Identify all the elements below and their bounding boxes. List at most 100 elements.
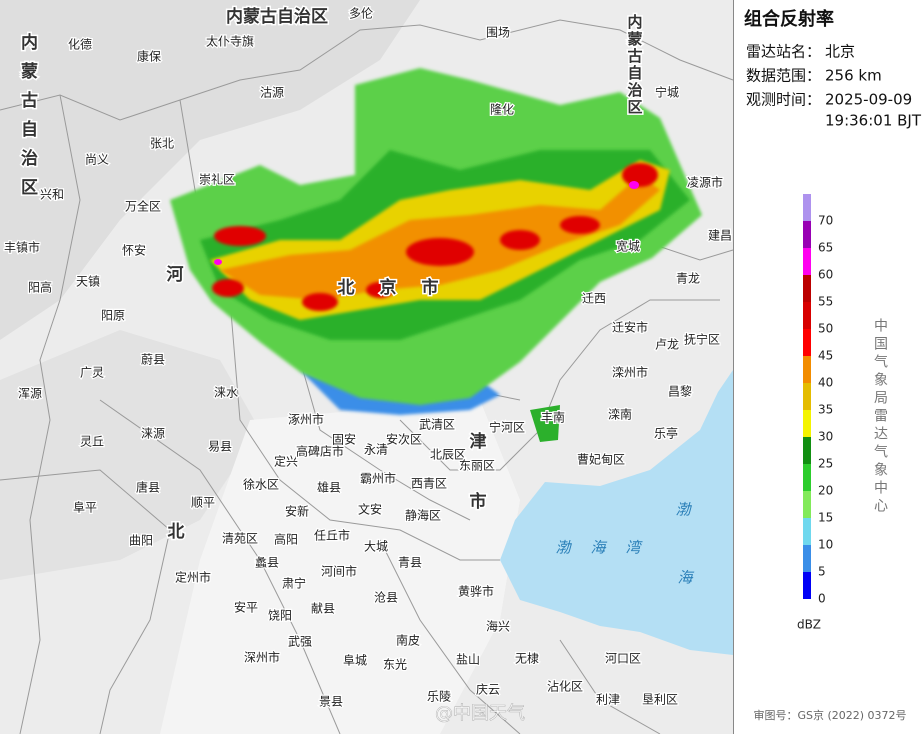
place-label: 康保	[137, 49, 161, 64]
place-label: 易县	[208, 440, 232, 454]
info-panel	[733, 0, 924, 734]
legend-color	[803, 437, 811, 464]
place-label: 灵丘	[80, 435, 104, 449]
place-label: 丰南	[541, 410, 565, 425]
place-label: 高碑店市	[296, 444, 344, 459]
place-label: 安次区	[386, 432, 422, 447]
place-label: 武强	[288, 635, 312, 649]
place-label: 黄骅市	[458, 584, 494, 599]
place-label: 凌源市	[687, 175, 723, 190]
place-label: 阜平	[73, 501, 97, 515]
row-label: 观测时间：	[746, 91, 821, 109]
place-label: 垦利区	[642, 693, 678, 707]
panel-title: 组合反射率	[744, 8, 834, 30]
place-label: 兴和	[40, 188, 64, 202]
place-label: 万全区	[125, 199, 161, 214]
place-label: 武清区	[419, 418, 455, 432]
place-label: 滦南	[608, 407, 632, 422]
legend-color	[803, 221, 811, 248]
place-label: 建昌	[708, 229, 732, 243]
row-label: 数据范围：	[746, 67, 821, 85]
place-label: 阳原	[101, 309, 125, 323]
place-label: 清苑区	[222, 532, 258, 546]
place-label: 涿州市	[288, 412, 324, 427]
place-label: 蠡县	[255, 555, 279, 570]
legend-unit: dBZ	[797, 618, 821, 632]
place-label: 顺平	[191, 496, 215, 510]
place-label: 盐山	[456, 653, 480, 667]
legend-color	[803, 194, 811, 221]
region-label: 内蒙古自治区	[17, 32, 38, 207]
row-value: 2025-09-09	[825, 91, 912, 109]
place-label: 大城	[364, 540, 388, 554]
place-label: 唐县	[136, 480, 160, 495]
place-label: 青龙	[676, 272, 700, 286]
province-label: 市	[422, 277, 439, 298]
place-label: 阜城	[343, 654, 367, 668]
radar-echo	[170, 68, 702, 442]
place-label: 河间市	[321, 564, 357, 579]
place-label: 献县	[311, 601, 335, 616]
legend-color	[803, 302, 811, 329]
legend-tick-label: 55	[818, 295, 833, 309]
legend-tick-label: 70	[818, 214, 833, 228]
legend-color	[803, 491, 811, 518]
sea-label: 海	[590, 539, 607, 557]
place-label: 宁城	[655, 85, 679, 100]
legend-tick-label: 40	[818, 376, 833, 390]
place-label: 固安	[332, 432, 356, 447]
region-label: 内蒙古自治区	[626, 13, 644, 116]
place-label: 涞源	[141, 427, 165, 441]
place-label: 迁西	[582, 292, 606, 306]
place-label: 宽城	[616, 239, 640, 254]
legend-tick-label: 30	[818, 430, 833, 444]
place-label: 河口区	[605, 652, 641, 666]
place-label: 涞水	[214, 386, 238, 400]
place-label: 蔚县	[141, 353, 165, 367]
place-label: 利津	[596, 693, 620, 707]
place-label: 东丽区	[459, 459, 495, 473]
panel-text: 组合反射率 雷达站名： 北京 数据范围： 256 km 观测时间： 2025-0…	[744, 8, 922, 722]
place-label: 肃宁	[282, 576, 306, 591]
place-label: 无棣	[515, 651, 539, 666]
legend-tick-label: 65	[818, 241, 833, 255]
place-label: 广灵	[80, 366, 104, 380]
sea	[500, 370, 733, 655]
place-label: 怀安	[122, 243, 146, 258]
place-label: 昌黎	[668, 385, 692, 399]
row-value: 19:36:01 BJT	[825, 112, 922, 130]
place-label: 雄县	[317, 480, 341, 495]
legend-color	[803, 383, 811, 410]
legend-color	[803, 545, 811, 572]
plain	[160, 400, 520, 734]
place-label: 高阳	[274, 532, 298, 547]
legend-tick-label: 50	[818, 322, 833, 336]
sea-label: 湾	[625, 539, 643, 557]
legend-color	[803, 464, 811, 491]
place-label: 安平	[234, 600, 258, 615]
legend-tick-label: 5	[818, 565, 826, 579]
place-label: 阳高	[28, 280, 52, 295]
row-value: 256 km	[825, 67, 882, 85]
place-label: 沧县	[374, 590, 398, 605]
place-label: 浑源	[18, 387, 42, 401]
place-label: 迁安市	[612, 320, 648, 335]
legend-tick-label: 0	[818, 592, 826, 606]
legend-tick-label: 60	[818, 268, 833, 282]
sea-label: 渤	[555, 539, 572, 557]
legend-tick-label: 10	[818, 538, 833, 552]
place-label: 滦州市	[612, 365, 648, 380]
mountains	[0, 0, 420, 340]
place-label: 定兴	[274, 454, 298, 469]
place-label: 东光	[383, 658, 407, 672]
place-label: 南皮	[396, 633, 420, 648]
place-label: 丰镇市	[4, 240, 40, 255]
place-label: 永清	[364, 443, 388, 457]
place-label: 西青区	[411, 477, 447, 491]
legend-color	[803, 356, 811, 383]
mountains	[0, 330, 260, 580]
legend-color	[803, 518, 811, 545]
place-label: 青县	[398, 556, 422, 570]
place-label: 安新	[285, 504, 309, 519]
